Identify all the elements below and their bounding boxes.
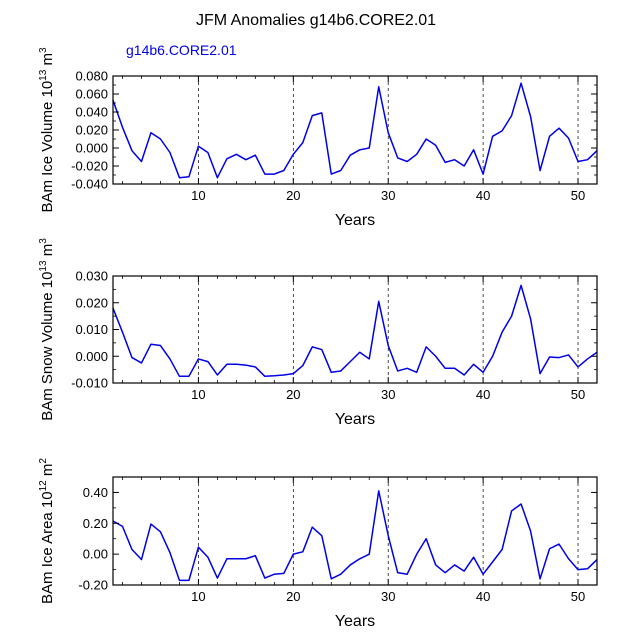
panel-3: 10 20 30 40 50 -0.20 0.00 0.20 0.40 Years BAm Ice …: [38, 458, 598, 630]
x-tick-label: 10: [191, 188, 205, 203]
y-tick-label: -0.20: [78, 578, 108, 593]
y-label-unit: m: [39, 244, 56, 261]
y-tick-label: 0.20: [83, 516, 108, 531]
series-line: [112, 284, 598, 378]
y-label-main: BAm Snow Volume 10: [39, 272, 56, 421]
y-label-unit-exponent: 3: [38, 47, 49, 53]
legend-label: g14b6.CORE2.01: [126, 42, 237, 58]
y-tick-label: 0.000: [75, 349, 108, 364]
y-label-main: BAm Ice Area 10: [39, 491, 56, 604]
chart-panels: 10 20 30 40 50 -0.040 -0.020 0.000 0.020 0.040 0.0…: [38, 47, 598, 630]
x-tick-label: 40: [476, 589, 490, 604]
y-label-unit: m: [39, 464, 56, 481]
series-line: [112, 490, 598, 582]
y-label-unit: m: [39, 53, 56, 70]
x-tick-label: 30: [381, 589, 395, 604]
x-tick-label: 40: [476, 387, 490, 402]
plot-frame: [112, 476, 598, 586]
y-label-exponent: 12: [38, 480, 49, 492]
y-axis-label: BAm Snow Volume 1013 m3: [38, 238, 56, 421]
y-tick-label: 0.060: [75, 87, 108, 102]
y-axis-label: BAm Ice Volume 1013 m3: [38, 47, 56, 213]
y-tick-label: 0.040: [75, 105, 108, 120]
x-tick-label: 10: [191, 387, 205, 402]
x-tick-label: 40: [476, 188, 490, 203]
x-tick-label: 50: [571, 589, 585, 604]
y-tick-label: 0.000: [75, 141, 108, 156]
series-line: [112, 82, 598, 179]
y-label-exponent: 13: [38, 260, 49, 272]
y-tick-label: 0.020: [75, 295, 108, 310]
chart-title: JFM Anomalies g14b6.CORE2.01: [196, 12, 436, 29]
y-tick-label: 0.00: [83, 547, 108, 562]
x-tick-label: 20: [286, 188, 300, 203]
y-tick-label: 0.080: [75, 69, 108, 84]
x-tick-label: 50: [571, 188, 585, 203]
x-tick-label: 50: [571, 387, 585, 402]
y-tick-label: -0.040: [71, 177, 108, 192]
x-axis-label: Years: [335, 212, 375, 229]
y-tick-label: -0.010: [71, 376, 108, 391]
y-label-unit-exponent: 2: [38, 458, 49, 464]
x-tick-label: 20: [286, 589, 300, 604]
y-axis-label: BAm Ice Area 1012 m2: [38, 458, 56, 604]
y-label-main: BAm Ice Volume 10: [39, 81, 56, 213]
y-tick-label: 0.010: [75, 322, 108, 337]
y-tick-label: -0.020: [71, 159, 108, 174]
x-tick-label: 30: [381, 387, 395, 402]
y-tick-label: 0.020: [75, 123, 108, 138]
y-tick-label: 0.40: [83, 485, 108, 500]
y-label-exponent: 13: [38, 69, 49, 81]
x-tick-label: 20: [286, 387, 300, 402]
y-label-unit-exponent: 3: [38, 238, 49, 244]
x-axis-label: Years: [335, 613, 375, 630]
plot-frame: [112, 275, 598, 384]
panel-1: 10 20 30 40 50 -0.040 -0.020 0.000 0.020 0.040 0.0…: [38, 47, 598, 229]
y-tick-label: 0.030: [75, 269, 108, 284]
panel-2: 10 20 30 40 50 -0.010 0.000 0.010 0.020 0.030 Year…: [38, 238, 598, 428]
x-tick-label: 30: [381, 188, 395, 203]
x-axis-label: Years: [335, 411, 375, 428]
x-tick-label: 10: [191, 589, 205, 604]
